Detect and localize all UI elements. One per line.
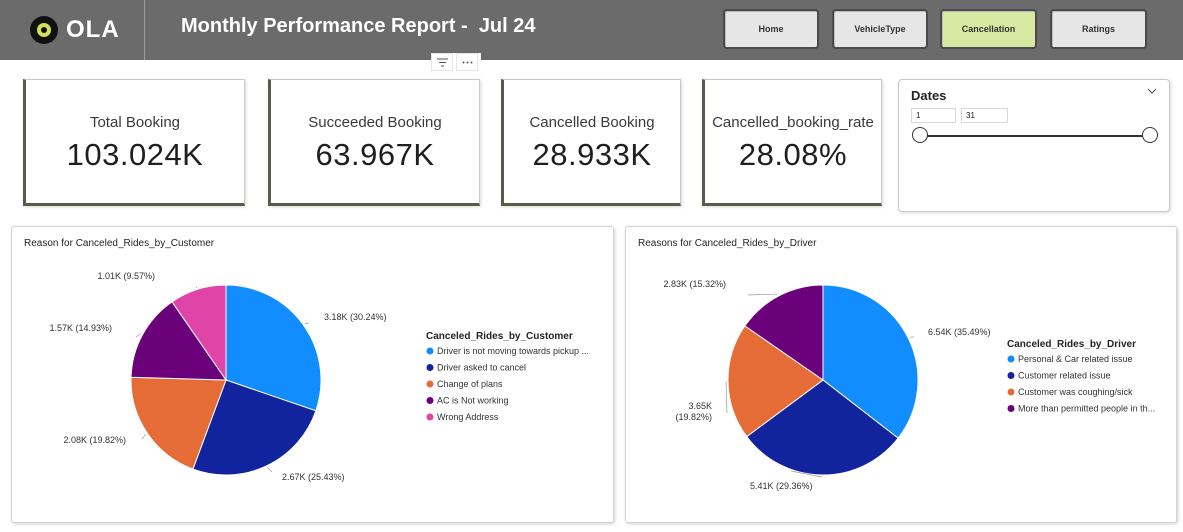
legend-item[interactable]: Customer related issue [1018,371,1111,381]
customer-cancellation-chart: Reason for Canceled_Rides_by_Customer 3.… [11,226,614,523]
legend-marker [1007,388,1015,396]
pie-slice[interactable] [130,376,227,470]
data-label: 3.65K (19.82%) [675,401,712,422]
kpi-card-succeeded-booking: Succeeded Booking 63.967K [268,79,480,206]
nav-vehicletype-button[interactable]: VehicleType [832,9,928,49]
data-label: 2.08K (19.82%) [63,435,126,445]
data-label: 6.54K (35.49%) [928,327,991,337]
chart-title: Reasons for Canceled_Rides_by_Driver [638,238,817,249]
date-slider-end-handle[interactable] [1142,127,1158,143]
visual-toolbar [431,53,481,71]
legend-item[interactable]: Driver asked to cancel [437,363,526,373]
ola-logo-icon [30,16,58,44]
legend-item[interactable]: Customer was coughing/sick [1018,387,1133,397]
legend-item[interactable]: AC is Not working [437,396,509,406]
kpi-value: 103.024K [66,137,204,172]
nav-ratings-button[interactable]: Ratings [1050,9,1147,49]
customer-pie-svg: 3.18K (30.24%) 2.67K (25.43%) 2.08K (19.82… [49,271,589,482]
legend-marker [426,413,434,421]
kpi-value: 28.08% [738,137,848,172]
dates-slicer: Dates 1 31 [898,79,1170,212]
more-options-icon[interactable] [456,53,478,71]
pie-slice[interactable] [822,284,919,439]
legend-marker [1007,405,1015,412]
nav-cancellation-button[interactable]: Cancellation [940,9,1037,49]
date-from-input[interactable]: 1 [911,108,956,123]
nav-home-button[interactable]: Home [723,9,819,49]
legend-title: Canceled_Rides_by_Driver [1007,339,1136,350]
leader-line [267,467,273,473]
pie-slice[interactable] [130,301,227,381]
kpi-value: 63.967K [315,137,435,172]
ola-logo: OLA [30,12,145,48]
data-label: 5.41K (29.36%) [750,481,813,491]
kpi-card-cancelled-booking-rate: Cancelled_booking_rate 28.08% [702,79,882,206]
legend-marker [426,380,434,388]
kpi-value: 28.933K [532,137,652,172]
legend-item[interactable]: Driver is not moving towards pickup ... [437,346,589,356]
date-to-input[interactable]: 31 [961,108,1008,123]
filter-icon[interactable] [431,53,453,71]
pie-slice[interactable] [171,284,227,382]
data-label: 1.57K (14.93%) [49,323,112,333]
leader-line [304,322,310,324]
date-slider-track[interactable] [919,135,1149,137]
legend-title: Canceled_Rides_by_Customer [426,331,573,342]
legend-item[interactable]: Personal & Car related issue [1018,354,1133,364]
pie-slice[interactable] [727,325,824,438]
driver-pie-svg: 6.54K (35.49%) 5.41K (29.36%) 3.65K (19.82%… [663,279,1155,491]
legend-item[interactable]: Change of plans [437,379,503,389]
legend-item[interactable]: Wrong Address [437,412,499,422]
logo-text: OLA [66,16,120,43]
pie-slice[interactable] [225,284,322,412]
driver-cancellation-chart: Reasons for Canceled_Rides_by_Driver 6.5… [625,226,1177,523]
data-label: 1.01K (9.57%) [97,271,155,281]
kpi-card-total-booking: Total Booking 103.024K [23,79,245,206]
data-label: 3.18K (30.24%) [324,312,387,322]
legend-marker [1007,372,1015,379]
kpi-label: Total Booking [89,114,181,131]
pie-slice[interactable] [192,379,317,476]
chart-title: Reason for Canceled_Rides_by_Customer [24,238,215,249]
data-label: 2.67K (25.43%) [282,472,345,482]
leader-line [790,470,823,478]
leader-line [135,333,141,338]
chevron-down-icon[interactable] [1147,86,1157,97]
header-divider [144,0,145,60]
leader-line [725,381,728,414]
date-slider-start-handle[interactable] [912,127,928,143]
legend-marker [426,364,434,371]
leader-line [747,293,779,296]
slicer-title: Dates [911,88,947,103]
kpi-card-cancelled-booking: Cancelled Booking 28.933K [501,79,681,206]
kpi-label: Cancelled Booking [529,114,655,131]
pie-slice[interactable] [746,379,899,476]
page-title: Monthly Performance Report - Jul 24 [181,15,536,37]
legend-marker [426,397,434,404]
report-header: OLA Monthly Performance Report - Jul 24 … [0,0,1183,60]
kpi-label: Succeeded Booking [308,114,442,131]
data-label: 2.83K (15.32%) [663,279,726,289]
legend-marker [1007,355,1015,363]
kpi-label: Cancelled_booking_rate [712,114,874,131]
pie-slice[interactable] [744,284,824,381]
legend-item[interactable]: More than permitted people in th... [1018,404,1155,414]
legend-marker [426,347,434,355]
leader-line [141,434,146,440]
